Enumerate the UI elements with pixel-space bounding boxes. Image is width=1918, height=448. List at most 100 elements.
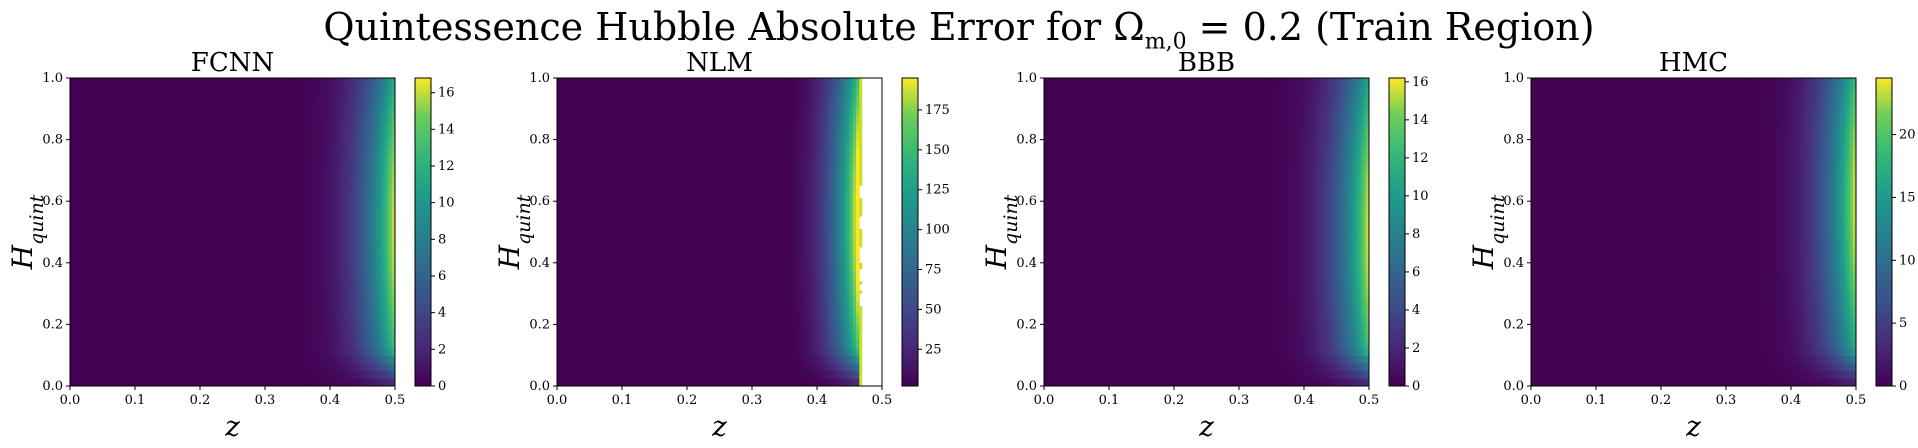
heatmap-cell bbox=[294, 378, 298, 387]
heatmap-cell bbox=[362, 309, 367, 318]
heatmap-cell bbox=[148, 316, 152, 325]
heatmap-cell bbox=[141, 324, 146, 333]
heatmap-cell bbox=[268, 108, 272, 117]
heatmap-cell bbox=[274, 201, 279, 210]
heatmap-cell bbox=[138, 170, 142, 179]
heatmap-cell bbox=[232, 362, 237, 372]
heatmap-cell bbox=[365, 309, 370, 318]
heatmap-cell bbox=[333, 239, 337, 248]
heatmap-cell bbox=[213, 355, 217, 364]
heatmap-cell bbox=[148, 85, 152, 94]
heatmap-cell bbox=[352, 108, 357, 117]
heatmap-cell bbox=[115, 378, 120, 387]
heatmap-cell bbox=[278, 247, 282, 256]
heatmap-cell bbox=[128, 170, 133, 179]
heatmap-cell bbox=[274, 370, 279, 379]
heatmap-cell bbox=[164, 162, 168, 171]
heatmap-cell bbox=[118, 139, 123, 148]
heatmap-cell bbox=[820, 362, 824, 372]
heatmap-cell bbox=[615, 370, 620, 379]
heatmap-cell bbox=[265, 324, 269, 333]
heatmap-cell bbox=[135, 170, 139, 179]
heatmap-cell bbox=[268, 78, 272, 87]
heatmap-cell bbox=[239, 316, 243, 325]
heatmap-cell bbox=[557, 332, 561, 341]
heatmap-cell bbox=[144, 124, 149, 133]
heatmap-cell bbox=[209, 178, 214, 187]
heatmap-cell bbox=[359, 355, 363, 364]
heatmap-cell bbox=[356, 108, 360, 117]
heatmap-cell bbox=[235, 93, 240, 102]
heatmap-cell bbox=[294, 316, 298, 325]
heatmap-cell bbox=[154, 347, 159, 356]
heatmap-cell bbox=[255, 116, 259, 125]
heatmap-cell bbox=[313, 362, 318, 372]
heatmap-cell bbox=[196, 85, 201, 94]
heatmap-cell bbox=[287, 247, 292, 256]
heatmap-cell bbox=[300, 309, 305, 318]
heatmap-cell bbox=[235, 139, 240, 148]
heatmap-cell bbox=[356, 285, 360, 295]
heatmap-cell bbox=[268, 293, 272, 302]
heatmap-cell bbox=[209, 339, 214, 348]
heatmap-cell bbox=[239, 162, 243, 171]
heatmap-cell bbox=[317, 101, 321, 110]
heatmap-cell bbox=[252, 278, 256, 287]
heatmap-cell bbox=[196, 262, 201, 271]
heatmap-cell bbox=[333, 270, 337, 279]
heatmap-cell bbox=[651, 324, 655, 333]
heatmap-cell bbox=[310, 85, 315, 94]
heatmap-cell bbox=[213, 85, 217, 94]
heatmap-cell bbox=[352, 101, 357, 110]
heatmap-cell bbox=[79, 362, 84, 372]
heatmap-cell bbox=[628, 362, 633, 372]
heatmap-cell bbox=[294, 108, 298, 117]
heatmap-cell bbox=[378, 332, 383, 341]
heatmap-cell bbox=[297, 339, 302, 348]
heatmap-cell bbox=[128, 370, 133, 379]
heatmap-cell bbox=[359, 324, 363, 333]
heatmap-cell bbox=[83, 309, 87, 318]
heatmap-cell bbox=[586, 301, 590, 310]
heatmap-cell bbox=[164, 378, 168, 387]
heatmap-cell bbox=[148, 185, 152, 194]
heatmap-cell bbox=[206, 85, 211, 94]
heatmap-cell bbox=[667, 324, 672, 333]
heatmap-cell bbox=[813, 316, 818, 325]
heatmap-cell bbox=[644, 332, 649, 341]
heatmap-cell bbox=[83, 162, 87, 171]
heatmap-cell bbox=[739, 355, 743, 364]
heatmap-cell bbox=[732, 316, 737, 325]
heatmap-cell bbox=[375, 85, 380, 94]
heatmap-cell bbox=[261, 170, 266, 179]
heatmap-cell bbox=[115, 162, 120, 171]
heatmap-cell bbox=[122, 131, 126, 141]
heatmap-cell bbox=[105, 85, 110, 94]
heatmap-cell bbox=[83, 124, 87, 133]
heatmap-cell bbox=[359, 285, 363, 295]
heatmap-cell bbox=[716, 378, 720, 387]
heatmap-cell bbox=[362, 224, 367, 233]
heatmap-cell bbox=[209, 301, 214, 310]
heatmap-cell bbox=[73, 101, 77, 110]
colorbar-tick-label: 8 bbox=[438, 232, 446, 247]
heatmap-cell bbox=[820, 378, 824, 387]
heatmap-cell bbox=[830, 378, 834, 387]
heatmap-cell bbox=[300, 208, 305, 218]
heatmap-cell bbox=[304, 339, 308, 348]
heatmap-cell bbox=[200, 278, 204, 287]
heatmap-cell bbox=[365, 124, 370, 133]
heatmap-cell bbox=[362, 239, 367, 248]
heatmap-cell bbox=[144, 232, 149, 241]
heatmap-cell bbox=[79, 78, 84, 87]
heatmap-cell bbox=[326, 247, 331, 256]
heatmap-cell bbox=[560, 355, 564, 364]
heatmap-cell bbox=[852, 355, 857, 364]
heatmap-cell bbox=[761, 332, 766, 341]
heatmap-cell bbox=[216, 301, 220, 310]
heatmap-cell bbox=[161, 247, 165, 256]
heatmap-cell bbox=[248, 362, 253, 372]
heatmap-cell bbox=[839, 355, 844, 364]
heatmap-cell bbox=[378, 309, 383, 318]
heatmap-cell bbox=[291, 316, 295, 325]
